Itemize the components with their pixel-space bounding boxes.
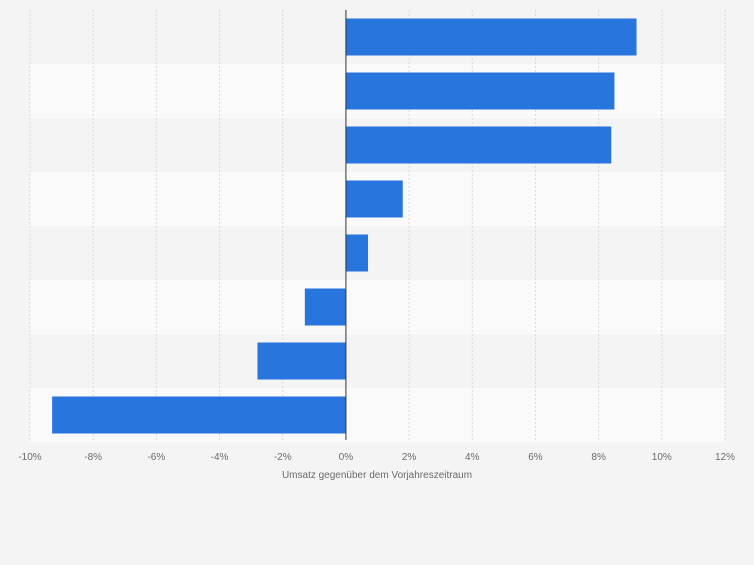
x-tick-label: -8% <box>84 452 102 463</box>
row-band <box>30 334 725 388</box>
bar <box>345 126 612 164</box>
x-tick-label: -2% <box>274 452 292 463</box>
x-tick-label: -10% <box>18 452 41 463</box>
x-tick-label: -4% <box>211 452 229 463</box>
x-axis-ticks: -10% -8% -6% -4% -2% 0% 2% 4% 6% 8% 10% 12% <box>18 452 735 463</box>
x-tick-label: 0% <box>339 452 354 463</box>
x-tick-label: 6% <box>528 452 543 463</box>
bar <box>345 18 637 56</box>
bar <box>345 72 615 110</box>
x-tick-label: 12% <box>715 452 735 463</box>
x-tick-label: 8% <box>591 452 606 463</box>
bar <box>257 342 346 380</box>
bar <box>52 396 346 434</box>
bar <box>345 234 369 272</box>
x-axis-title: Umsatz gegenüber dem Vorjahreszeitraum <box>282 470 472 481</box>
row-band <box>30 226 725 280</box>
x-tick-label: 2% <box>402 452 417 463</box>
x-tick-label: 4% <box>465 452 480 463</box>
bar <box>304 288 346 326</box>
row-band <box>30 280 725 334</box>
bars <box>52 18 637 434</box>
bar <box>345 180 403 218</box>
x-tick-label: 10% <box>652 452 672 463</box>
x-tick-label: -6% <box>147 452 165 463</box>
